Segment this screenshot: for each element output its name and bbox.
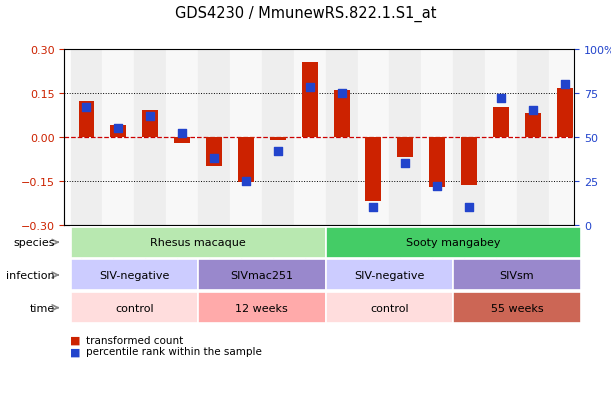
- Bar: [517, 50, 549, 225]
- Text: transformed count: transformed count: [86, 335, 183, 345]
- Point: [528, 108, 538, 114]
- Point: [400, 160, 410, 167]
- Point: [433, 183, 442, 190]
- Bar: [365, 138, 381, 202]
- Point: [368, 204, 378, 211]
- Text: GDS4230 / MmunewRS.822.1.S1_at: GDS4230 / MmunewRS.822.1.S1_at: [175, 6, 436, 22]
- Bar: [103, 50, 134, 225]
- Text: ■: ■: [70, 335, 81, 345]
- Bar: [461, 138, 477, 185]
- Text: time: time: [30, 303, 55, 313]
- Text: SIV-negative: SIV-negative: [99, 270, 169, 280]
- Point: [145, 113, 155, 120]
- Text: SIV-negative: SIV-negative: [354, 270, 425, 280]
- Bar: [422, 50, 453, 225]
- Point: [560, 81, 569, 88]
- Bar: [198, 50, 230, 225]
- Bar: [549, 50, 580, 225]
- Bar: [78, 102, 95, 138]
- Point: [114, 125, 123, 132]
- Bar: [70, 50, 103, 225]
- Bar: [230, 50, 262, 225]
- Point: [273, 148, 283, 155]
- Point: [496, 95, 506, 102]
- Point: [241, 178, 251, 185]
- Bar: [206, 138, 222, 166]
- Bar: [174, 138, 190, 143]
- Bar: [357, 50, 389, 225]
- Point: [209, 155, 219, 162]
- Bar: [262, 50, 294, 225]
- Bar: [525, 114, 541, 138]
- Text: Sooty mangabey: Sooty mangabey: [406, 237, 500, 248]
- Point: [177, 131, 187, 137]
- Bar: [389, 50, 422, 225]
- Bar: [493, 108, 509, 138]
- Point: [82, 104, 92, 111]
- Text: percentile rank within the sample: percentile rank within the sample: [86, 347, 262, 356]
- Bar: [557, 89, 573, 138]
- Bar: [453, 50, 485, 225]
- Bar: [397, 138, 413, 158]
- Text: SIVsm: SIVsm: [500, 270, 534, 280]
- Text: SIVmac251: SIVmac251: [230, 270, 293, 280]
- Bar: [166, 50, 198, 225]
- Bar: [134, 50, 166, 225]
- Bar: [142, 111, 158, 138]
- Text: control: control: [115, 303, 153, 313]
- Bar: [302, 63, 318, 138]
- Bar: [485, 50, 517, 225]
- Text: Rhesus macaque: Rhesus macaque: [150, 237, 246, 248]
- Point: [305, 85, 315, 92]
- Text: 12 weeks: 12 weeks: [235, 303, 288, 313]
- Bar: [238, 138, 254, 183]
- Bar: [270, 138, 286, 140]
- Point: [337, 90, 346, 97]
- Text: control: control: [370, 303, 409, 313]
- Bar: [294, 50, 326, 225]
- Text: ■: ■: [70, 347, 81, 356]
- Bar: [430, 138, 445, 187]
- Bar: [334, 90, 349, 138]
- Text: species: species: [13, 237, 55, 248]
- Point: [464, 204, 474, 211]
- Text: 55 weeks: 55 weeks: [491, 303, 543, 313]
- Bar: [111, 126, 126, 138]
- Text: infection: infection: [6, 270, 55, 280]
- Bar: [326, 50, 357, 225]
